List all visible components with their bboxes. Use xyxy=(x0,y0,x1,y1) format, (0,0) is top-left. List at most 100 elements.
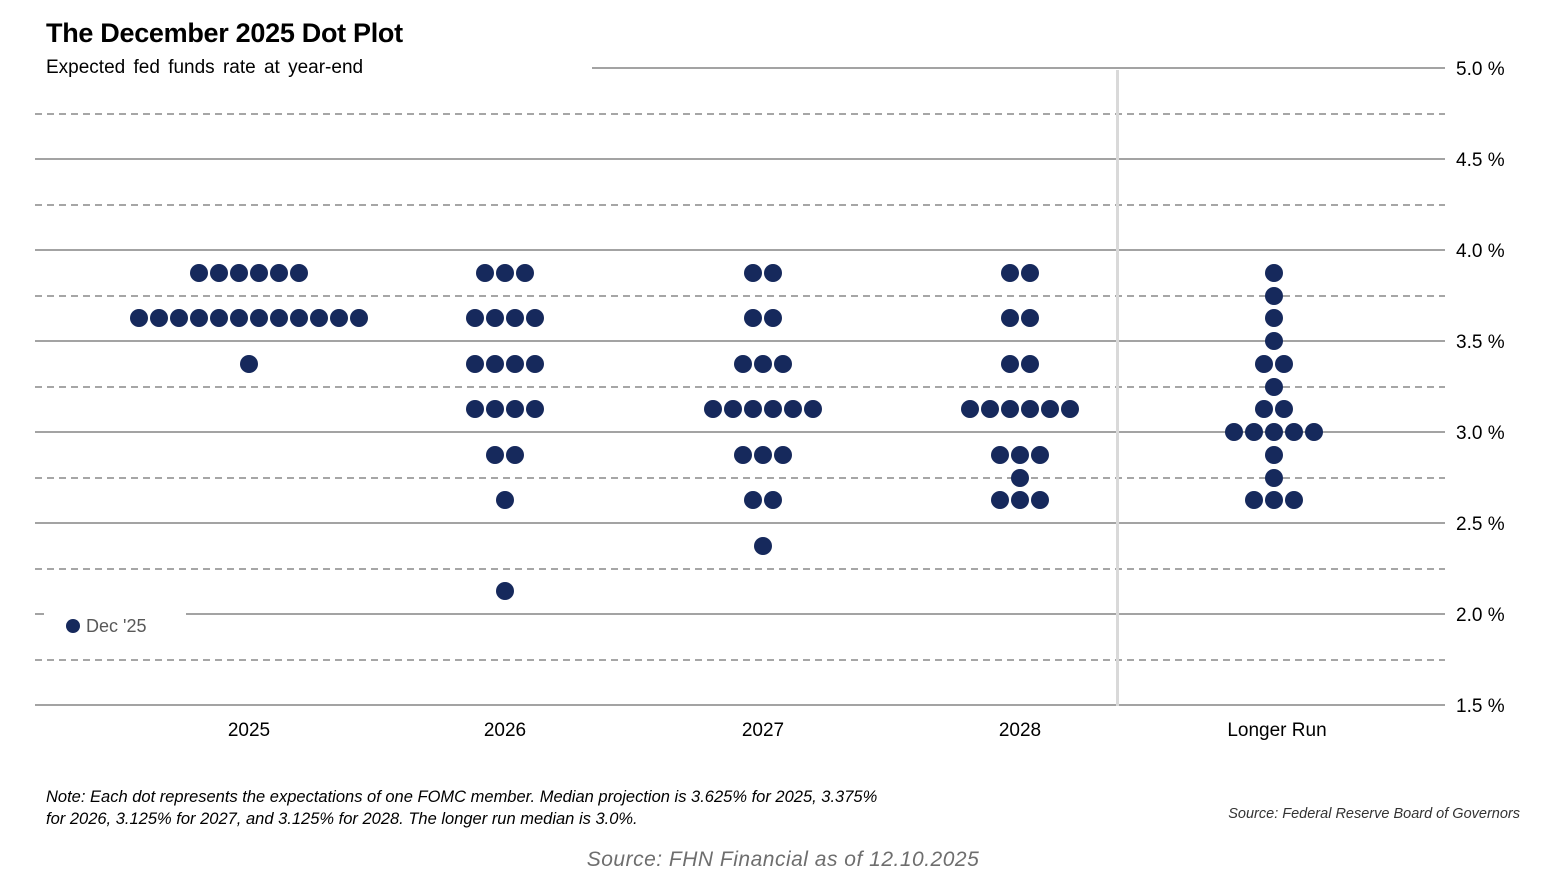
legend-label: Dec '25 xyxy=(86,615,147,636)
fomc-dot xyxy=(1011,445,1029,464)
fomc-dot xyxy=(981,400,999,419)
fomc-dot xyxy=(1265,377,1283,396)
x-tick-label-2028: 2028 xyxy=(998,720,1042,741)
fomc-dot xyxy=(190,263,208,282)
fomc-dot xyxy=(210,309,228,328)
chart-note: Note: Each dot represents the expectatio… xyxy=(46,786,1126,830)
fomc-dot xyxy=(1021,309,1039,328)
fomc-dot xyxy=(961,400,979,419)
y-tick-label: 5.0 % xyxy=(1456,59,1505,80)
fomc-dot xyxy=(1285,423,1303,441)
fomc-dot xyxy=(1305,423,1323,441)
fomc-dot xyxy=(506,445,524,464)
fomc-dot xyxy=(1001,354,1019,373)
x-tick-label-2027: 2027 xyxy=(741,720,785,741)
fomc-dot xyxy=(1225,423,1243,441)
x-tick-label-longer-run: Longer Run xyxy=(1227,720,1327,741)
fomc-dot xyxy=(290,309,308,328)
minor-gridline xyxy=(35,203,1445,206)
gridline-3.0% xyxy=(35,431,1445,433)
fomc-dot xyxy=(1001,309,1019,328)
source-federal-reserve: Source: Federal Reserve Board of Governo… xyxy=(1228,806,1520,822)
fomc-dot xyxy=(1011,468,1029,487)
y-tick-label: 4.5 % xyxy=(1456,150,1505,171)
fomc-dot xyxy=(250,263,268,282)
fomc-dot xyxy=(526,309,544,328)
fomc-dot xyxy=(1041,400,1059,419)
fomc-dot xyxy=(804,400,822,419)
fomc-dot xyxy=(1265,286,1283,305)
fomc-dot xyxy=(476,263,494,282)
fomc-dot xyxy=(496,263,514,282)
fomc-dot xyxy=(190,309,208,328)
minor-gridline xyxy=(35,112,1445,115)
fomc-dot xyxy=(150,309,168,328)
fomc-dot xyxy=(764,400,782,419)
legend-dot-icon xyxy=(66,619,80,633)
fomc-dot xyxy=(774,354,792,373)
fomc-dot xyxy=(1265,423,1283,441)
fomc-dot xyxy=(240,354,258,373)
fomc-dot xyxy=(704,400,722,419)
fomc-dot xyxy=(754,354,772,373)
longer-run-divider xyxy=(1116,70,1119,706)
fomc-dot xyxy=(496,582,514,601)
fomc-dot xyxy=(506,354,524,373)
gridline-1.5% xyxy=(35,704,1445,706)
gridline-4.0% xyxy=(35,249,1445,251)
fomc-dot xyxy=(466,400,484,419)
fomc-dot xyxy=(1265,468,1283,487)
fomc-dot xyxy=(764,491,782,510)
fomc-dot xyxy=(1245,491,1263,510)
fomc-dot xyxy=(1265,332,1283,350)
fomc-dot xyxy=(1001,400,1019,419)
x-tick-label-2025: 2025 xyxy=(227,720,271,741)
fomc-dot xyxy=(210,263,228,282)
fomc-dot xyxy=(734,445,752,464)
chart-title: The December 2025 Dot Plot xyxy=(46,18,403,48)
fomc-dot xyxy=(526,354,544,373)
fomc-dot xyxy=(1255,400,1273,419)
fomc-dot xyxy=(1275,400,1293,419)
fomc-dot xyxy=(744,309,762,328)
legend: Dec '25 xyxy=(44,602,186,650)
fomc-dot xyxy=(526,400,544,419)
fomc-dot xyxy=(496,491,514,510)
fomc-dot xyxy=(270,263,288,282)
minor-gridline xyxy=(35,294,1445,297)
fomc-dot xyxy=(230,263,248,282)
fomc-dot xyxy=(1275,354,1293,373)
fomc-dot xyxy=(744,400,762,419)
fomc-dot xyxy=(1011,491,1029,510)
fomc-dot xyxy=(1255,354,1273,373)
fomc-dot xyxy=(1061,400,1079,419)
fomc-dot xyxy=(774,445,792,464)
chart-note-line2: for 2026, 3.125% for 2027, and 3.125% fo… xyxy=(46,810,638,828)
fomc-dot xyxy=(991,491,1009,510)
fomc-dot xyxy=(486,445,504,464)
fomc-dot xyxy=(330,309,348,328)
y-tick-label: 3.5 % xyxy=(1456,332,1505,353)
y-tick-label: 2.0 % xyxy=(1456,605,1505,626)
fomc-dot xyxy=(724,400,742,419)
fomc-dot xyxy=(1245,423,1263,441)
fomc-dot xyxy=(350,309,368,328)
minor-gridline xyxy=(35,567,1445,570)
gridline-3.5% xyxy=(35,340,1445,342)
fomc-dot xyxy=(1021,263,1039,282)
fomc-dot xyxy=(754,536,772,555)
minor-gridline xyxy=(35,658,1445,661)
fomc-dot xyxy=(1031,491,1049,510)
fomc-dot xyxy=(1021,400,1039,419)
fomc-dot xyxy=(486,354,504,373)
fomc-dot xyxy=(991,445,1009,464)
fomc-dot xyxy=(754,445,772,464)
fomc-dot xyxy=(466,354,484,373)
gridline-5.0% xyxy=(592,67,1445,69)
fomc-dot xyxy=(486,309,504,328)
fomc-dot xyxy=(250,309,268,328)
fomc-dot xyxy=(1001,263,1019,282)
minor-gridline xyxy=(35,476,1445,479)
fomc-dot xyxy=(1265,445,1283,464)
